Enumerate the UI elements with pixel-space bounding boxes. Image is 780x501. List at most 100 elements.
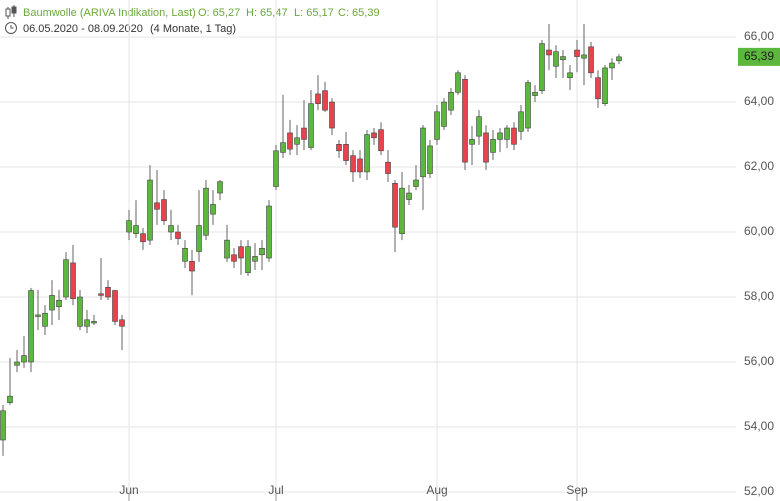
candle-body <box>532 91 538 96</box>
candle-body <box>490 139 496 153</box>
candle-body <box>518 111 524 132</box>
y-tick-label: 60,00 <box>744 224 774 238</box>
last-price-tag <box>738 47 780 66</box>
candle-body <box>343 143 349 161</box>
candle-body <box>280 142 286 153</box>
candle-body <box>616 56 622 62</box>
candle-body <box>350 155 356 173</box>
y-tick-label: 58,00 <box>744 289 774 303</box>
candle-body <box>147 179 153 241</box>
candle-body <box>413 179 419 187</box>
candle-body <box>266 205 272 259</box>
candle-body <box>35 314 41 317</box>
candle-body <box>469 139 475 145</box>
candle-body <box>301 127 307 140</box>
candle-body <box>259 247 265 256</box>
candle-body <box>112 290 118 322</box>
candle-body <box>483 132 489 163</box>
y-tick-label: 54,00 <box>744 419 774 433</box>
candle-body <box>56 299 62 308</box>
candle-body <box>42 312 48 327</box>
candle-body <box>273 150 279 187</box>
candle-body <box>63 259 69 298</box>
y-tick-label: 56,00 <box>744 354 774 368</box>
candle-body <box>371 132 377 139</box>
candle-body <box>525 82 531 129</box>
candle-body <box>14 361 20 366</box>
candle-body <box>567 72 573 78</box>
candle-body <box>0 410 6 441</box>
candle-body <box>91 321 97 324</box>
candle-body <box>21 355 27 363</box>
candle-body <box>98 293 104 296</box>
candle-body <box>224 239 230 259</box>
candle-body <box>245 246 251 273</box>
candle-body <box>287 132 293 150</box>
x-tick-label: Jun <box>119 483 138 497</box>
candle-icon <box>5 5 17 19</box>
candle-body <box>28 290 34 363</box>
candle-body <box>133 225 139 234</box>
candle-body <box>336 143 342 152</box>
y-tick-label: 62,00 <box>744 159 774 173</box>
y-tick-label: 66,00 <box>744 29 774 43</box>
candle-body <box>581 54 587 59</box>
candle-body <box>609 62 615 69</box>
candle-body <box>182 247 188 262</box>
clock-icon <box>5 22 17 34</box>
candle-body <box>294 137 300 145</box>
candle-body <box>602 67 608 104</box>
candle-body <box>189 260 195 272</box>
candle-body <box>385 161 391 174</box>
candle-body <box>7 395 13 403</box>
candle-body <box>168 225 174 233</box>
last-price-label: 65,39 <box>744 49 774 63</box>
y-tick-label: 64,00 <box>744 94 774 108</box>
candle-body <box>140 233 146 243</box>
candle-body <box>406 192 412 200</box>
candle-body <box>126 220 132 233</box>
candle-body <box>497 132 503 140</box>
candle-body <box>105 286 111 298</box>
candle-body <box>252 256 258 262</box>
candle-body <box>441 101 447 127</box>
candle-body <box>588 46 594 74</box>
candle-body <box>49 295 55 311</box>
candle-body <box>175 231 181 239</box>
candle-body <box>308 103 314 148</box>
ohlc-label: O: 65,27 <box>198 7 240 19</box>
candle-body <box>322 90 328 111</box>
candle-body <box>84 319 90 327</box>
x-tick-label: Jul <box>268 483 283 497</box>
ohlc-label: L: 65,17 <box>294 7 334 19</box>
candle-body <box>161 199 167 221</box>
candle-body <box>357 158 363 173</box>
candle-body <box>119 319 125 327</box>
candle-body <box>539 43 545 91</box>
ohlc-label: C: 65,39 <box>338 7 380 19</box>
candle-body <box>553 51 559 67</box>
candle-body <box>546 49 552 56</box>
candle-body <box>77 296 83 327</box>
candle-body <box>329 101 335 129</box>
candle-body <box>504 127 510 140</box>
title: Baumwolle (ARIVA Indikation, Last) <box>23 7 196 19</box>
period: (4 Monate, 1 Tag) <box>150 23 236 35</box>
ohlc-label: H: 65,47 <box>246 7 288 19</box>
candle-body <box>476 116 482 137</box>
candle-body <box>455 72 461 93</box>
candle-body <box>364 134 370 173</box>
candle-body <box>154 202 160 210</box>
candle-body <box>560 56 566 61</box>
y-tick-label: 52,00 <box>744 484 774 498</box>
candle-body <box>231 254 237 262</box>
candle-body <box>210 204 216 215</box>
candle-body <box>217 181 223 194</box>
candle-body <box>196 225 202 252</box>
candle-body <box>392 182 398 228</box>
subtitle: 06.05.2020 - 08.09.2020 <box>23 23 143 35</box>
candle-body <box>399 187 405 234</box>
candle-body <box>574 49 580 57</box>
candle-body <box>511 127 517 145</box>
